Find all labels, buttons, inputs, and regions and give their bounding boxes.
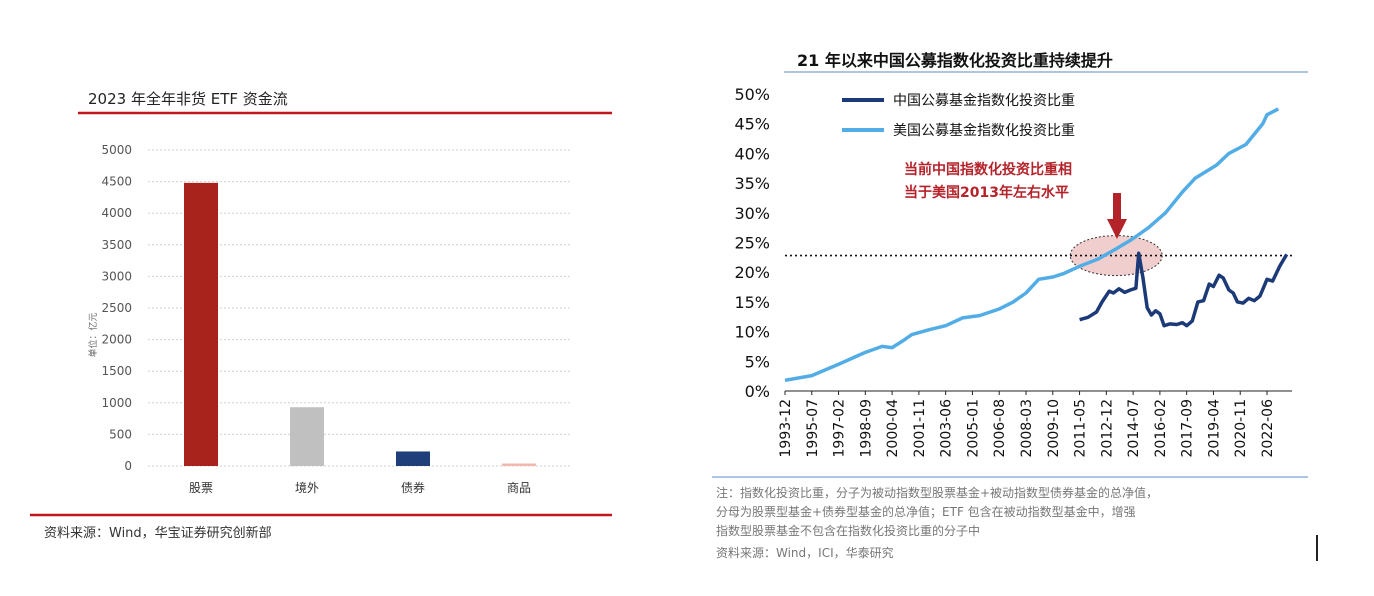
series-line-china <box>1079 251 1289 328</box>
left-y-tick-label: 0 <box>124 459 132 473</box>
annotation-arrow <box>1107 193 1127 239</box>
note-line-1: 注：指数化投资比重，分子为被动指数型股票基金+被动指数型债券基金的总净值， <box>716 485 1158 500</box>
right-chart-title: 21 年以来中国公募指数化投资比重持续提升 <box>797 51 1113 70</box>
right-y-tick-label: 20% <box>734 263 770 282</box>
left-x-tick-label: 股票 <box>189 481 213 495</box>
left-x-tick-label: 商品 <box>507 480 531 495</box>
right-y-tick-label: 30% <box>734 204 770 223</box>
right-y-tick-label: 10% <box>734 323 770 342</box>
left-y-tick-label: 4000 <box>101 206 132 220</box>
right-y-tick-label: 40% <box>734 144 770 163</box>
right-x-tick-label: 2020-11 <box>1233 399 1249 458</box>
right-y-tick-label: 15% <box>734 293 770 312</box>
annotation-text-line-2: 当于美国2013年左右水平 <box>904 184 1069 201</box>
bar-0 <box>184 182 218 466</box>
bar-3 <box>502 463 536 466</box>
left-y-tick-labels: 0 500 1000 1500 2000 2500 3000 3500 4000 4500 5000 <box>101 143 132 473</box>
right-y-tick-label: 0% <box>745 382 770 401</box>
right-x-tick-label: 2001-11 <box>912 399 928 458</box>
left-y-tick-label: 500 <box>109 427 132 441</box>
series-line-us <box>784 107 1280 383</box>
left-y-tick-label: 5000 <box>101 143 132 157</box>
left-y-tick-label: 2000 <box>101 333 132 347</box>
left-y-axis-label: 单位：亿元 <box>87 312 99 357</box>
left-x-tick-label: 境外 <box>295 480 319 495</box>
right-x-tick-label: 2008-03 <box>1019 399 1035 458</box>
left-y-tick-label: 3500 <box>101 238 132 252</box>
right-y-tick-label: 50% <box>734 85 770 104</box>
left-source-text: 资料来源：Wind，华宝证券研究创新部 <box>44 525 272 541</box>
right-y-tick-label: 25% <box>734 234 770 253</box>
right-x-tick-label: 1995-07 <box>805 399 821 458</box>
left-chart-title: 2023 年全年非货 ETF 资金流 <box>88 90 288 108</box>
left-x-tick-labels: 股票 境外 债券 商品 <box>189 480 531 495</box>
bar-1 <box>290 407 324 466</box>
left-y-tick-label: 1000 <box>101 396 132 410</box>
left-x-tick-label: 债券 <box>401 480 425 495</box>
etf-flow-bar-chart: 2023 年全年非货 ETF 资金流 0 500 1000 1500 2000 2500 3… <box>30 90 612 541</box>
legend: 中国公募基金指数化投资比重 美国公募基金指数化投资比重 <box>842 92 1075 139</box>
right-x-tick-label: 1998-09 <box>858 399 874 458</box>
note-line-2: 分母为股票型基金+债券型基金的总净值；ETF 包含在被动指数型基金中，增强 <box>716 504 1136 519</box>
right-y-tick-label: 5% <box>745 352 770 371</box>
right-y-tick-label: 45% <box>734 115 770 134</box>
legend-label-china: 中国公募基金指数化投资比重 <box>893 92 1075 109</box>
index-investment-line-chart: 21 年以来中国公募指数化投资比重持续提升 0% 5% 10% 15% 20% 25% 30… <box>712 51 1308 560</box>
right-x-tick-label: 2000-04 <box>885 399 901 458</box>
right-x-tick-label: 2014-07 <box>1126 399 1142 458</box>
left-bars <box>184 182 536 466</box>
right-x-tick-label: 1997-02 <box>832 399 848 458</box>
right-x-tick-label: 2017-09 <box>1180 399 1196 458</box>
left-y-tick-label: 3000 <box>101 269 132 283</box>
left-y-tick-label: 4500 <box>101 175 132 189</box>
left-gridlines <box>148 149 572 467</box>
right-x-tick-label: 2019-04 <box>1206 399 1222 458</box>
right-x-tick-label: 2009-10 <box>1046 399 1062 458</box>
right-x-tick-label: 2022-06 <box>1260 399 1276 458</box>
right-x-tick-label: 1993-12 <box>778 399 794 458</box>
legend-label-us: 美国公募基金指数化投资比重 <box>893 122 1075 139</box>
source-line: 资料来源：Wind，ICI，华泰研究 <box>716 545 894 560</box>
right-x-tick-labels: 1993-12 1995-07 1997-02 1998-09 2000-04 2001-… <box>778 391 1276 458</box>
right-y-tick-labels: 0% 5% 10% 15% 20% 25% 30% 35% 40% 45% 50% <box>734 85 770 401</box>
right-x-tick-label: 2005-01 <box>965 399 981 458</box>
left-y-tick-label: 1500 <box>101 364 132 378</box>
text-cursor <box>1316 535 1318 561</box>
annotation-text-line-1: 当前中国指数化投资比重相 <box>904 161 1072 178</box>
right-x-tick-label: 2006-08 <box>992 399 1008 458</box>
right-x-tick-label: 2016-02 <box>1153 399 1169 458</box>
bar-2 <box>396 451 430 466</box>
right-x-tick-label: 2003-06 <box>939 399 955 458</box>
right-x-tick-label: 2011-05 <box>1073 399 1089 458</box>
right-y-tick-label: 35% <box>734 174 770 193</box>
note-line-3: 指数型股票基金不包含在指数化投资比重的分子中 <box>716 523 980 538</box>
left-y-tick-label: 2500 <box>101 301 132 315</box>
right-x-tick-label: 2012-12 <box>1099 399 1115 458</box>
